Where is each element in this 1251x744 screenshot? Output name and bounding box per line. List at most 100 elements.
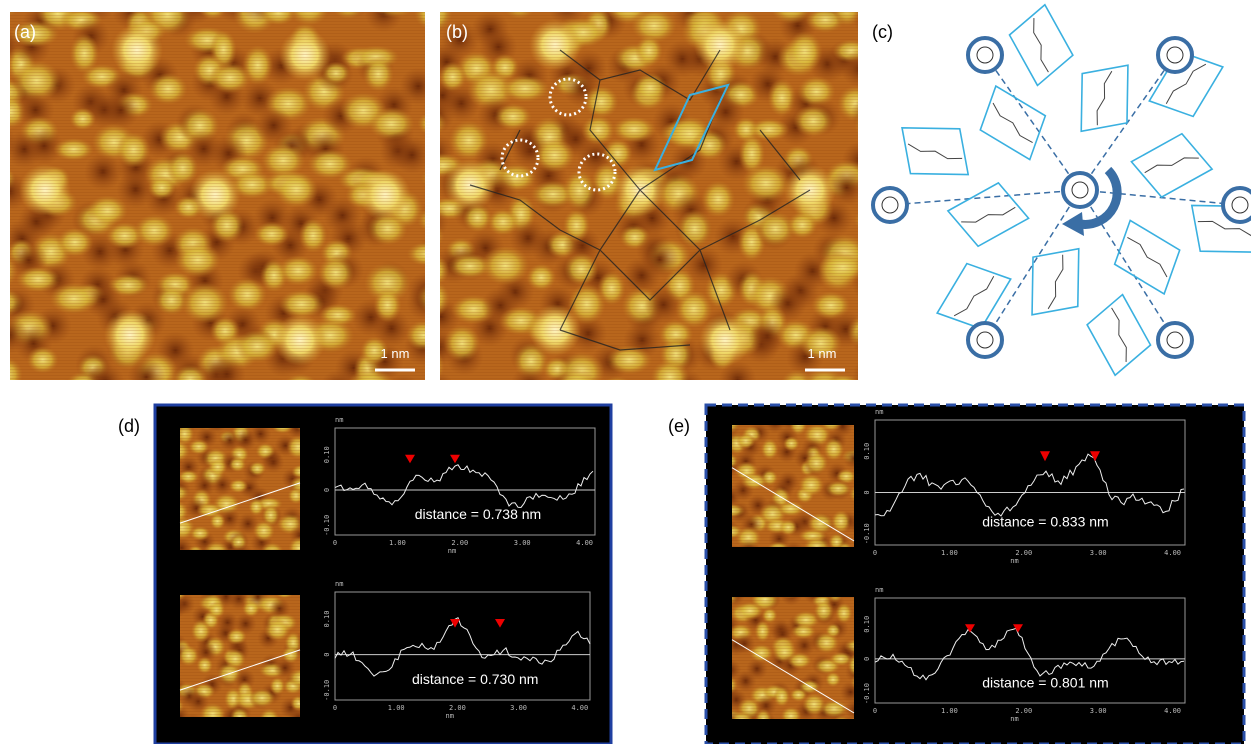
x-unit: nm	[1010, 557, 1018, 565]
x-tick-label: 1.00	[389, 539, 406, 547]
linker	[1197, 220, 1251, 237]
rhombus	[1080, 64, 1129, 133]
stm-blob	[604, 376, 630, 380]
x-tick-label: 4.00	[576, 539, 593, 547]
node-fill	[1156, 36, 1194, 74]
linker	[992, 102, 1033, 144]
profile-line	[731, 467, 855, 542]
distance-label: distance = 0.738 nm	[415, 506, 541, 522]
stm-blob	[523, 0, 555, 11]
stm-dark	[17, 391, 55, 429]
rhombus	[1031, 247, 1080, 316]
rotation-arrowhead	[1062, 212, 1084, 236]
profile-line	[179, 649, 301, 691]
stm-blob	[84, 414, 119, 437]
stm-image	[180, 428, 300, 550]
stm-streaks	[732, 425, 854, 547]
y-tick-label: -0.10	[863, 683, 871, 704]
marker	[450, 454, 460, 464]
y-unit: nm	[335, 580, 343, 588]
profile-line	[179, 482, 301, 524]
stm-dark	[617, 383, 655, 421]
rhombus	[979, 84, 1047, 161]
linker	[953, 276, 995, 317]
x-tick-label: 2.00	[1015, 707, 1032, 715]
node-core	[1071, 181, 1089, 199]
link-dash	[889, 189, 1081, 206]
linker	[961, 206, 1016, 223]
x-tick-label: 2.00	[1015, 549, 1032, 557]
plot-frame	[874, 597, 1186, 704]
stm-image	[180, 595, 300, 717]
node-fill	[1221, 186, 1251, 224]
x-tick-label: 4.00	[1164, 707, 1181, 715]
stm-dark	[80, 407, 118, 445]
scale-bar-label: 1 nm	[381, 346, 410, 361]
stm-blob	[0, 167, 7, 202]
stm-dark	[677, 12, 693, 14]
y-tick-label: 0.10	[863, 443, 871, 460]
node-fill	[1156, 321, 1194, 359]
linker	[1165, 63, 1207, 104]
x-tick-label: 3.00	[510, 704, 527, 712]
stm-blob	[39, 425, 81, 462]
linker	[1111, 307, 1127, 362]
linker	[1144, 157, 1199, 174]
node-core	[976, 331, 994, 349]
stm-streaks	[440, 12, 858, 380]
marker	[965, 624, 975, 633]
x-tick-label: 3.00	[1090, 707, 1107, 715]
panel-label: (d)	[118, 416, 140, 436]
stm-blob	[428, 377, 466, 407]
profile-line	[731, 639, 855, 714]
x-unit: nm	[446, 712, 454, 720]
profile-curve	[874, 627, 1185, 681]
rotation-arrow	[1079, 166, 1122, 229]
y-tick-label: 0.10	[323, 446, 331, 463]
stm-image	[732, 425, 854, 547]
y-tick-label: 0	[863, 657, 871, 661]
marker	[1090, 451, 1100, 462]
stm-dark	[320, 12, 339, 15]
rhombus	[901, 127, 970, 176]
x-tick-label: 4.00	[571, 704, 588, 712]
profile-curve	[334, 464, 594, 508]
node-fill	[966, 36, 1004, 74]
distance-label: distance = 0.730 nm	[412, 671, 538, 687]
rhombus	[1008, 3, 1074, 87]
node-fill	[871, 186, 909, 224]
y-tick-label: 0.10	[863, 616, 871, 633]
linker	[907, 143, 963, 160]
stm-image	[732, 597, 854, 719]
linker	[1033, 18, 1049, 73]
profile-curve	[874, 453, 1185, 517]
x-tick-label: 0	[873, 707, 877, 715]
plot-frame	[334, 427, 596, 536]
panel-label: (c)	[872, 22, 893, 42]
pore-circle	[577, 152, 617, 192]
distance-label: distance = 0.833 nm	[982, 513, 1108, 529]
y-unit: nm	[875, 408, 883, 416]
marker	[1040, 451, 1050, 462]
pore-circle	[500, 138, 540, 178]
y-tick-label: -0.10	[863, 523, 871, 544]
scale-bar-label: 1 nm	[808, 346, 837, 361]
y-tick-label: -0.10	[323, 680, 331, 701]
stm-dark	[619, 423, 657, 461]
node-core	[976, 46, 994, 64]
stm-streaks	[180, 595, 300, 717]
x-tick-label: 0	[873, 549, 877, 557]
pore-circle	[548, 77, 588, 117]
x-tick-label: 1.00	[388, 704, 405, 712]
node-fill	[1061, 171, 1099, 209]
x-unit: nm	[1010, 715, 1018, 723]
stm-blob	[56, 378, 69, 380]
rhombus	[935, 262, 1012, 330]
x-tick-label: 3.00	[514, 539, 531, 547]
x-tick-label: 0	[333, 539, 337, 547]
stm-blob	[218, 379, 232, 380]
x-tick-label: 1.00	[941, 707, 958, 715]
linker	[1096, 70, 1113, 126]
y-unit: nm	[335, 416, 343, 424]
